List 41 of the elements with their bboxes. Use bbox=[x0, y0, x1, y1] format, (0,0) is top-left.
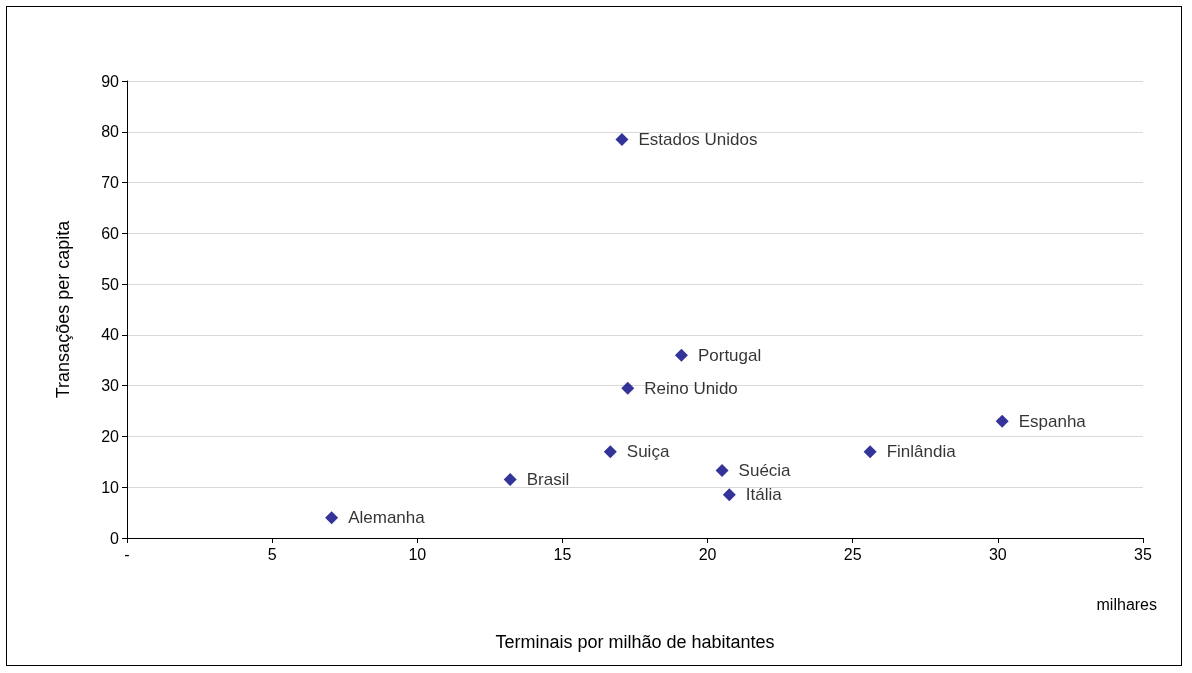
text: milhares bbox=[1096, 595, 1158, 613]
point bbox=[503, 473, 517, 487]
y-tick-label: 60 bbox=[101, 224, 120, 242]
x-tick-label: 20 bbox=[698, 545, 717, 563]
x-tick-label: 10 bbox=[408, 545, 427, 563]
x-tick-label: 25 bbox=[843, 545, 862, 563]
y-tick-label: 40 bbox=[101, 326, 120, 344]
point bbox=[603, 445, 617, 459]
x-axis-title: Terminais por milhão de habitantes bbox=[495, 632, 775, 652]
x-tick-label: 15 bbox=[553, 545, 572, 563]
x-tick-label: 5 bbox=[267, 545, 277, 563]
y-tick-label: 80 bbox=[101, 123, 120, 141]
point bbox=[325, 511, 339, 525]
data-label: Brasil bbox=[526, 470, 570, 490]
y-axis-title: Transações per capita bbox=[53, 219, 73, 399]
data-label: Espanha bbox=[1018, 411, 1087, 431]
data-label: Portugal bbox=[697, 345, 762, 365]
data-label: Itália bbox=[745, 485, 783, 505]
point bbox=[863, 445, 877, 459]
data-label: Suiça bbox=[626, 442, 670, 462]
x-tick-label: - bbox=[124, 545, 130, 563]
data-label: Estados Unidos bbox=[638, 129, 758, 149]
point bbox=[722, 488, 736, 502]
point bbox=[621, 381, 635, 395]
y-tick-label: 30 bbox=[101, 377, 120, 395]
point bbox=[995, 414, 1009, 428]
data-label: Reino Unido bbox=[644, 378, 738, 398]
y-tick-label: 10 bbox=[101, 478, 120, 496]
y-tick-label: 50 bbox=[101, 275, 120, 293]
point bbox=[674, 348, 688, 362]
x-tick-label: 30 bbox=[988, 545, 1007, 563]
y-tick-label: 70 bbox=[101, 174, 120, 192]
point bbox=[715, 463, 729, 477]
y-tick-label: 0 bbox=[110, 529, 120, 547]
data-label: Suécia bbox=[738, 460, 792, 480]
y-tick-label: 90 bbox=[101, 72, 120, 90]
point bbox=[615, 132, 629, 146]
data-label: Finlândia bbox=[886, 442, 957, 462]
data-label: Alemanha bbox=[348, 508, 426, 528]
x-tick-label: 35 bbox=[1134, 545, 1152, 563]
y-tick-label: 20 bbox=[101, 427, 120, 445]
